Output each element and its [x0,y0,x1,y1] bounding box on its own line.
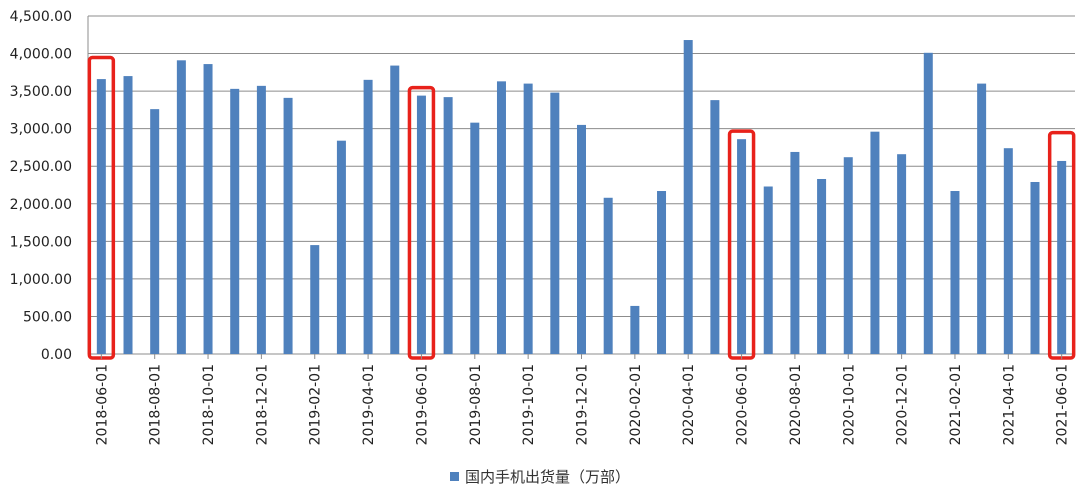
bar [230,88,240,354]
bar [843,157,853,354]
bar [176,60,186,355]
bar [1030,181,1040,354]
bar [470,122,480,354]
x-tick-label: 2018-06-01 [94,364,110,445]
y-tick-label: 1,000.00 [10,272,72,288]
x-tick-label: 2019-02-01 [308,364,324,445]
bar [657,191,667,354]
bar [283,97,293,355]
bar [977,83,987,354]
legend-swatch [449,472,459,481]
x-tick-label: 2020-12-01 [895,364,911,445]
x-tick-label: 2019-10-01 [521,364,537,445]
bar [1057,160,1067,354]
bar [923,52,933,354]
bar [577,124,586,355]
legend: 国内手机出货量（万部） [0,466,1080,487]
bar [363,79,373,354]
bar [1003,148,1013,354]
bar [603,197,613,354]
bar [336,140,346,354]
bar [630,305,640,354]
bar [390,65,400,354]
y-tick-label: 500.00 [23,309,72,325]
y-tick-label: 4,500.00 [10,9,72,25]
x-tick-label: 2021-04-01 [1001,364,1017,445]
y-tick-label: 4,000.00 [10,47,72,63]
x-tick-label: 2019-12-01 [575,364,591,445]
x-tick-label: 2021-02-01 [948,364,964,445]
x-tick-label: 2018-10-01 [201,364,217,445]
bar [310,245,320,354]
bar [897,154,907,354]
x-tick-label: 2020-02-01 [628,364,644,445]
x-tick-label: 2020-04-01 [681,364,697,445]
bar [790,151,800,354]
bar [443,97,453,355]
bar [123,76,133,354]
x-tick-label: 2019-08-01 [468,364,484,445]
bar [683,40,693,355]
x-tick-label: 2019-04-01 [361,364,377,445]
bar [96,79,106,355]
x-tick-label: 2020-10-01 [841,364,857,445]
x-tick-label: 2021-06-01 [1055,364,1071,445]
bar [203,64,213,355]
bar [950,191,960,354]
y-tick-label: 1,500.00 [10,234,72,250]
x-tick-label: 2018-08-01 [148,364,164,445]
x-tick-label: 2020-08-01 [788,364,804,445]
x-tick-label: 2018-12-01 [254,364,270,445]
x-tick-label: 2020-06-01 [735,364,751,445]
legend-label: 国内手机出货量（万部） [464,468,630,486]
y-tick-label: 2,000.00 [10,197,72,213]
y-tick-label: 2,500.00 [10,159,72,175]
bar [763,186,773,354]
y-tick-label: 0.00 [41,347,72,363]
bar [416,95,426,355]
bar [870,131,880,354]
bar [737,139,747,354]
bar [523,83,533,354]
x-tick-label: 2019-06-01 [414,364,430,445]
bar [150,109,160,354]
bar [256,85,266,354]
bar [550,92,560,354]
y-tick-label: 3,500.00 [10,84,72,100]
bar [817,178,827,354]
bar [710,100,720,354]
bar [496,81,506,354]
y-tick-label: 3,000.00 [10,122,72,138]
